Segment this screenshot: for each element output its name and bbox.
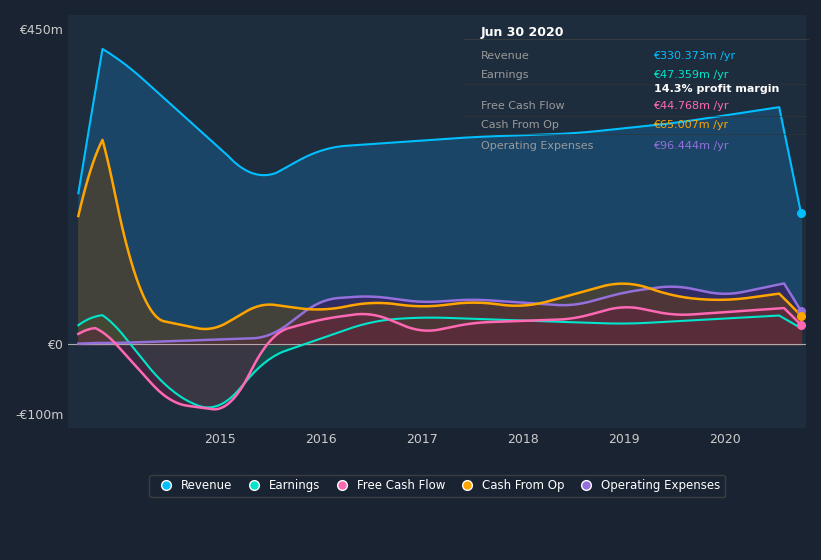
Text: €96.444m /yr: €96.444m /yr <box>654 141 729 151</box>
Text: Earnings: Earnings <box>481 70 530 80</box>
Text: Jun 30 2020: Jun 30 2020 <box>481 26 565 39</box>
Text: €65.007m /yr: €65.007m /yr <box>654 120 729 130</box>
Text: €330.373m /yr: €330.373m /yr <box>654 52 736 61</box>
Point <box>795 311 808 320</box>
Point <box>795 208 808 217</box>
Text: 14.3% profit margin: 14.3% profit margin <box>654 84 779 94</box>
Point <box>795 306 808 315</box>
Text: Revenue: Revenue <box>481 52 530 61</box>
Text: Operating Expenses: Operating Expenses <box>481 141 594 151</box>
Point <box>795 320 808 329</box>
Text: €47.359m /yr: €47.359m /yr <box>654 70 729 80</box>
Text: €44.768m /yr: €44.768m /yr <box>654 101 729 111</box>
Text: Free Cash Flow: Free Cash Flow <box>481 101 565 111</box>
Text: Cash From Op: Cash From Op <box>481 120 559 130</box>
Legend: Revenue, Earnings, Free Cash Flow, Cash From Op, Operating Expenses: Revenue, Earnings, Free Cash Flow, Cash … <box>149 474 725 497</box>
